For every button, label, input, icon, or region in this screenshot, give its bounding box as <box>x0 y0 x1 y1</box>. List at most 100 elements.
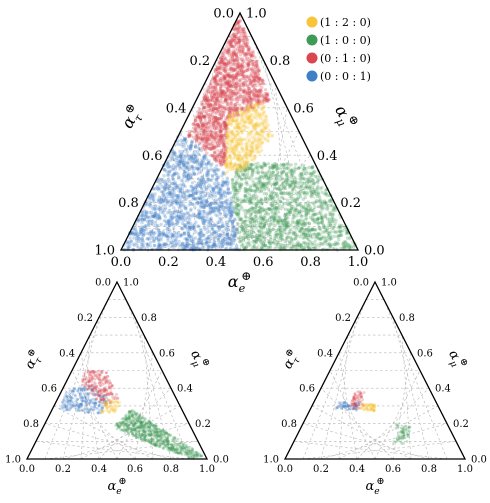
data-point <box>200 241 204 245</box>
data-point <box>234 81 238 86</box>
data-point <box>292 225 296 230</box>
data-point <box>251 240 255 244</box>
data-point <box>316 231 320 236</box>
data-point <box>330 217 334 221</box>
data-point <box>218 233 223 237</box>
data-point <box>225 206 229 210</box>
data-point <box>190 193 195 197</box>
data-point <box>224 199 228 203</box>
data-point <box>172 151 177 155</box>
data-point <box>175 164 179 168</box>
data-point <box>193 213 197 218</box>
data-point <box>317 226 321 230</box>
data-point <box>166 162 170 167</box>
data-point <box>241 165 245 169</box>
data-point <box>236 22 240 27</box>
data-point <box>221 238 225 242</box>
data-point <box>133 232 138 237</box>
data-point <box>205 145 209 150</box>
data-point <box>200 238 204 242</box>
data-point <box>188 176 193 180</box>
data-point <box>167 194 171 198</box>
data-point <box>230 227 235 232</box>
data-point <box>240 125 244 129</box>
data-point <box>212 200 216 204</box>
data-point <box>231 33 235 37</box>
data-point <box>266 246 270 250</box>
grid-line <box>144 226 347 251</box>
data-point <box>277 232 281 236</box>
data-point <box>323 225 327 230</box>
data-point <box>228 205 232 210</box>
data-point <box>175 222 179 226</box>
data-point <box>236 27 240 32</box>
data-point <box>188 213 192 218</box>
data-point <box>140 225 144 229</box>
data-point <box>218 130 222 134</box>
data-point <box>189 208 193 213</box>
data-point <box>285 176 289 180</box>
data-point <box>228 241 233 245</box>
data-point <box>205 230 209 235</box>
data-point <box>182 175 186 179</box>
data-point <box>146 231 150 236</box>
data-point <box>268 231 272 235</box>
data-point <box>189 221 193 225</box>
data-point <box>323 214 327 218</box>
data-point <box>339 225 343 229</box>
data-point <box>171 187 175 191</box>
data-point <box>177 189 181 193</box>
data-point <box>255 195 259 199</box>
data-point <box>220 242 224 246</box>
data-point <box>148 240 153 245</box>
data-point <box>220 58 224 63</box>
data-point <box>259 132 263 137</box>
data-point <box>196 238 201 242</box>
data-point <box>156 186 161 191</box>
data-point <box>180 246 184 250</box>
data-point <box>215 126 219 130</box>
data-point <box>231 229 235 233</box>
data-point <box>187 132 191 136</box>
data-point <box>176 172 180 176</box>
data-point <box>208 211 212 216</box>
data-point <box>287 178 291 183</box>
data-point <box>251 146 255 151</box>
data-point <box>231 225 235 229</box>
data-point <box>161 204 166 208</box>
data-point <box>206 178 210 182</box>
data-point <box>205 240 209 245</box>
data-point <box>255 69 260 74</box>
data-point <box>205 242 209 247</box>
data-point <box>225 243 229 247</box>
data-point <box>193 236 198 240</box>
data-point <box>202 132 206 137</box>
data-point <box>187 221 191 226</box>
data-point <box>260 85 264 90</box>
data-point <box>249 219 253 224</box>
data-point <box>185 188 189 193</box>
data-point <box>214 103 218 107</box>
data-point <box>217 187 221 191</box>
data-point <box>161 210 165 214</box>
data-point <box>170 223 174 227</box>
data-point <box>193 115 198 120</box>
data-point <box>251 225 255 229</box>
data-point <box>179 138 183 142</box>
data-point <box>178 155 182 159</box>
data-point <box>280 233 284 237</box>
data-point <box>185 238 189 243</box>
data-point <box>179 188 183 192</box>
data-point <box>206 235 210 240</box>
data-point <box>178 233 183 237</box>
data-point <box>212 241 216 245</box>
data-point <box>220 53 224 57</box>
data-point <box>236 222 240 226</box>
data-point <box>180 195 185 199</box>
data-point <box>293 232 297 237</box>
data-point <box>274 242 278 246</box>
data-point <box>264 196 268 200</box>
data-point <box>242 208 246 213</box>
data-point <box>309 189 313 194</box>
